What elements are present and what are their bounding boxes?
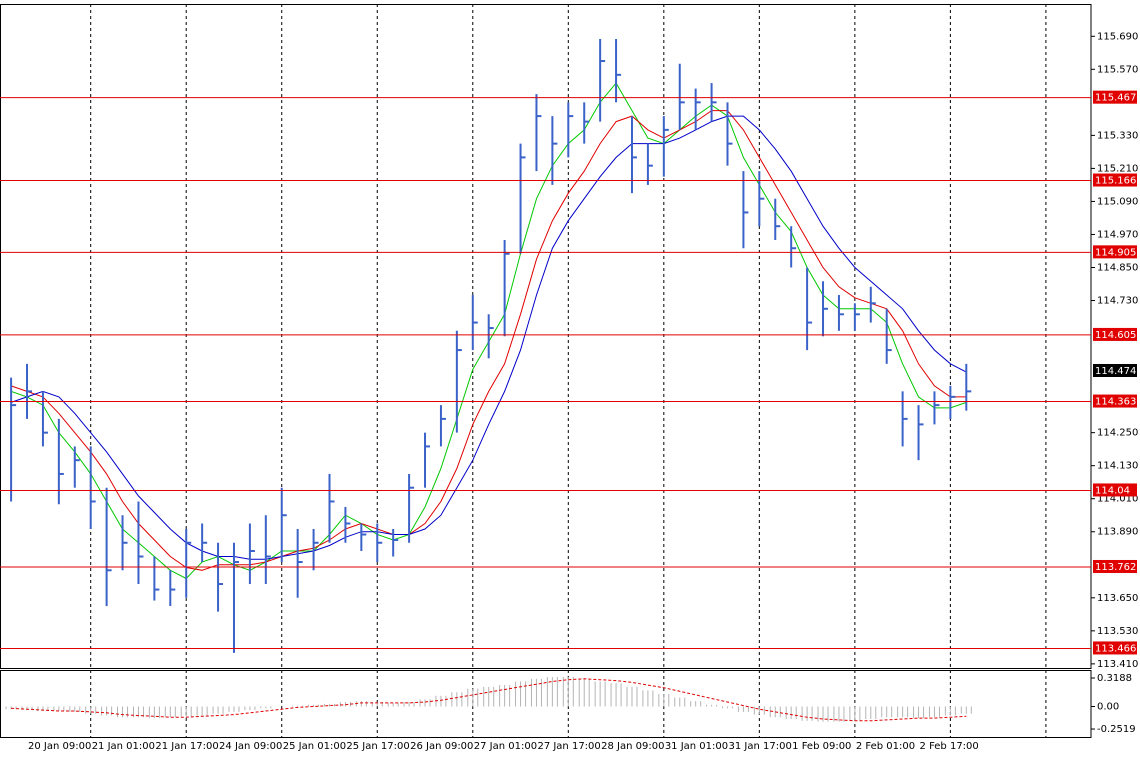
level-label-bg bbox=[1093, 327, 1137, 341]
y-tick-label: 114.130 bbox=[1097, 461, 1138, 472]
panel-frame bbox=[0, 4, 1092, 669]
x-tick-label: 28 Jan 09:00 bbox=[601, 741, 664, 752]
x-tick-label: 27 Jan 17:00 bbox=[537, 741, 600, 752]
y-tick-label: 115.570 bbox=[1097, 64, 1138, 75]
y-tick-label: 115.690 bbox=[1097, 31, 1138, 42]
y-tick-label: 0.3188 bbox=[1097, 673, 1132, 684]
last-price-bg bbox=[1093, 363, 1137, 377]
x-tick-label: 31 Jan 01:00 bbox=[665, 741, 728, 752]
x-tick-label: 20 Jan 09:00 bbox=[28, 741, 91, 752]
y-tick-label: 113.410 bbox=[1097, 659, 1138, 670]
level-label: 113.762 bbox=[1095, 562, 1136, 573]
x-tick-label: 31 Jan 17:00 bbox=[729, 741, 792, 752]
level-label: 114.905 bbox=[1095, 247, 1136, 258]
x-tick-label: 26 Jan 09:00 bbox=[410, 741, 473, 752]
y-tick-label: 115.330 bbox=[1097, 130, 1138, 141]
x-tick-label: 2 Feb 01:00 bbox=[856, 741, 915, 752]
level-label: 115.467 bbox=[1095, 93, 1136, 104]
x-tick-label: 25 Jan 17:00 bbox=[346, 741, 409, 752]
y-tick-label: 115.210 bbox=[1097, 163, 1138, 174]
x-tick-label: 21 Jan 01:00 bbox=[92, 741, 155, 752]
moving-average bbox=[10, 110, 967, 571]
x-tick-label: 1 Feb 09:00 bbox=[792, 741, 851, 752]
panel-frame bbox=[0, 670, 1092, 738]
level-label-bg bbox=[1093, 173, 1137, 187]
x-tick-label: 2 Feb 17:00 bbox=[920, 741, 979, 752]
last-price-label: 114.474 bbox=[1095, 366, 1136, 377]
x-tick-label: 25 Jan 01:00 bbox=[283, 741, 346, 752]
y-tick-label: 113.890 bbox=[1097, 527, 1138, 538]
signal-line bbox=[11, 678, 967, 722]
y-tick-label: 114.850 bbox=[1097, 262, 1138, 273]
y-tick-label: -0.2519 bbox=[1097, 724, 1136, 735]
x-tick-label: 27 Jan 01:00 bbox=[474, 741, 537, 752]
level-label-bg bbox=[1093, 245, 1137, 259]
x-tick-label: 24 Jan 09:00 bbox=[219, 741, 282, 752]
y-tick-label: 114.730 bbox=[1097, 296, 1138, 307]
level-label-bg bbox=[1093, 641, 1137, 655]
level-label-bg bbox=[1093, 394, 1137, 408]
y-tick-label: 0.00 bbox=[1097, 702, 1119, 713]
y-tick-label: 114.250 bbox=[1097, 428, 1138, 439]
y-tick-label: 114.010 bbox=[1097, 494, 1138, 505]
x-tick-label: 21 Jan 17:00 bbox=[155, 741, 218, 752]
level-label-bg bbox=[1093, 90, 1137, 104]
level-label-bg bbox=[1093, 483, 1137, 497]
level-label: 113.466 bbox=[1095, 643, 1136, 654]
y-tick-label: 115.090 bbox=[1097, 196, 1138, 207]
level-label: 114.363 bbox=[1095, 397, 1136, 408]
moving-average bbox=[10, 115, 967, 560]
y-tick-label: 113.650 bbox=[1097, 593, 1138, 604]
y-tick-label: 114.970 bbox=[1097, 229, 1138, 240]
level-label: 114.605 bbox=[1095, 330, 1136, 341]
level-label: 115.166 bbox=[1095, 176, 1136, 187]
level-label-bg bbox=[1093, 559, 1137, 573]
y-tick-label: 113.530 bbox=[1097, 626, 1138, 637]
level-label: 114.04 bbox=[1095, 485, 1130, 496]
